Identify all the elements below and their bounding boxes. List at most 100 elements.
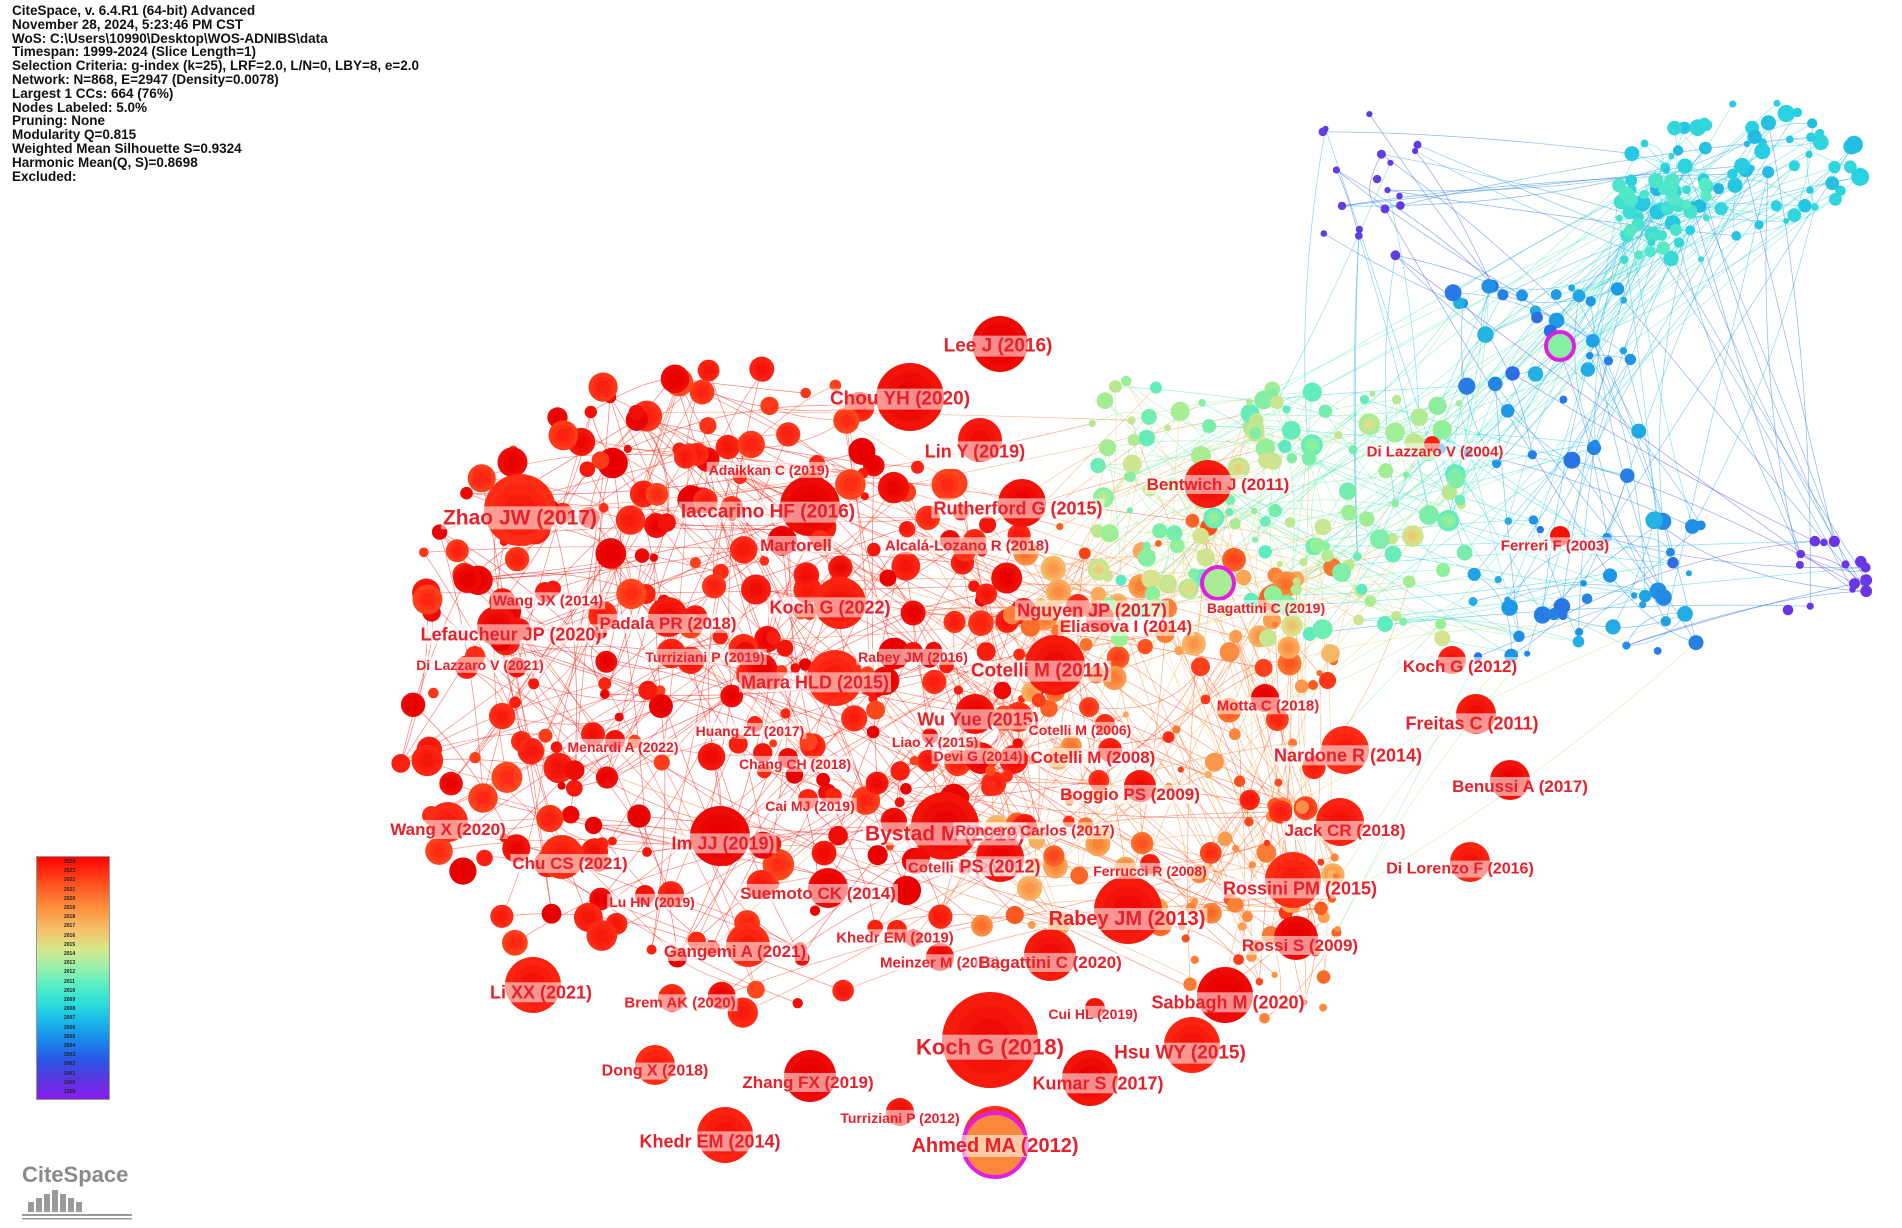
reference-node (1663, 167, 1670, 174)
reference-node (1235, 569, 1252, 586)
reference-node (1137, 838, 1147, 849)
label-background (1030, 1073, 1166, 1094)
reference-node (1292, 577, 1301, 586)
label-background (738, 672, 892, 693)
reference-node (1275, 806, 1286, 818)
reference-node (638, 680, 658, 701)
citation-link (609, 396, 703, 501)
reference-node (835, 562, 846, 573)
reference-node (668, 372, 682, 386)
citation-link (674, 378, 806, 394)
info-line: Network: N=868, E=2947 (Density=0.0078) (12, 71, 279, 87)
citation-link (1562, 613, 1686, 628)
reference-node (1664, 173, 1680, 190)
info-line: Nodes Labeled: 5.0% (12, 99, 148, 115)
reference-node (1337, 201, 1347, 211)
citation-link (1508, 165, 1795, 522)
reference-node (1580, 362, 1596, 377)
reference-node (1860, 562, 1871, 573)
reference-node (1284, 658, 1295, 669)
reference-node (977, 920, 987, 931)
reference-node (1169, 538, 1185, 554)
node-label: Marra HLD (2015) (741, 672, 889, 692)
citation-link (1542, 521, 1663, 616)
reference-node (1270, 395, 1284, 410)
reference-node (935, 911, 946, 922)
citation-link (1700, 122, 1769, 260)
reference-node (475, 472, 488, 485)
label-background (1239, 935, 1361, 955)
reference-node (699, 417, 717, 435)
reference-node (1070, 866, 1089, 885)
legend-year-label: 2016 (64, 932, 76, 939)
reference-node (1713, 183, 1725, 195)
label-background (740, 1072, 876, 1092)
reference-node (1341, 504, 1358, 521)
reference-node (756, 363, 768, 375)
label-background (953, 822, 1117, 840)
reference-node (1013, 648, 1026, 661)
reference-node (564, 760, 585, 781)
citation-link (1417, 144, 1664, 249)
citation-link (1509, 112, 1798, 608)
reference-node (1233, 954, 1244, 965)
citation-link (1734, 179, 1806, 206)
reference-node (511, 553, 523, 565)
node-label: Bagattini C (2019) (1207, 600, 1325, 616)
reference-node (1024, 882, 1035, 894)
reference-node (1796, 549, 1805, 559)
citation-link (1578, 211, 1658, 297)
reference-node (1825, 176, 1840, 191)
reference-node (1669, 224, 1682, 236)
citation-link (423, 546, 963, 564)
reference-node (1795, 560, 1804, 569)
citation-link (781, 540, 814, 747)
reference-node (1263, 585, 1282, 604)
reference-node (708, 581, 720, 592)
reference-node (1190, 955, 1200, 964)
reference-node (565, 779, 583, 797)
reference-node (690, 557, 701, 569)
reference-node (1122, 711, 1129, 718)
reference-node (551, 761, 566, 775)
reference-node (869, 460, 879, 471)
reference-node (1245, 795, 1255, 805)
reference-node (894, 797, 905, 808)
label-background (1091, 862, 1209, 879)
reference-node (1812, 134, 1829, 151)
citation-link (1437, 436, 1543, 616)
citation-link (1556, 205, 1661, 321)
label-background (931, 498, 1105, 519)
reference-node (782, 429, 794, 440)
label-background (838, 1109, 962, 1126)
reference-node (745, 438, 758, 451)
citation-link (1102, 615, 1397, 836)
logo-wordmark: CiteSpace (22, 1162, 129, 1187)
reference-node (1585, 333, 1600, 348)
node-label: Jack CR (2018) (1285, 821, 1406, 840)
reference-node (1698, 177, 1712, 191)
reference-node (1811, 203, 1819, 211)
reference-node (886, 480, 901, 495)
reference-node (1672, 145, 1684, 156)
reference-node (816, 772, 830, 787)
label-background (418, 624, 604, 645)
node-label: Meinzer M (2015) (880, 954, 1000, 971)
node-label: Devi G (2014) (934, 748, 1023, 764)
reference-node (872, 778, 883, 788)
reference-node (1491, 458, 1502, 469)
reference-node (1548, 312, 1565, 329)
legend-year-label: 2004 (64, 1043, 76, 1049)
reference-node (561, 805, 580, 824)
citation-link (1092, 411, 1150, 424)
reference-node (1444, 284, 1462, 302)
citation-link (1494, 383, 1520, 637)
citation-link (556, 690, 649, 748)
citation-link (1276, 162, 1391, 403)
citation-link (501, 735, 546, 917)
reference-node (1458, 377, 1476, 395)
reference-node (1665, 547, 1675, 557)
reference-node (624, 513, 637, 527)
reference-node (1399, 617, 1408, 626)
label-background (968, 660, 1112, 682)
